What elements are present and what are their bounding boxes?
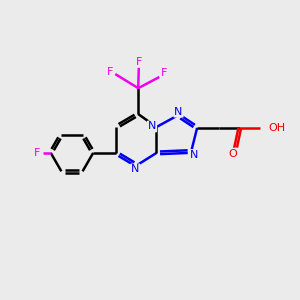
Text: N: N <box>131 164 140 174</box>
Text: OH: OH <box>269 123 286 133</box>
Text: F: F <box>107 67 113 77</box>
Text: O: O <box>229 148 237 158</box>
Text: F: F <box>161 68 167 78</box>
Text: F: F <box>136 57 142 67</box>
Text: N: N <box>174 107 183 117</box>
Text: F: F <box>34 148 40 158</box>
Text: N: N <box>148 122 156 131</box>
Text: N: N <box>189 150 198 160</box>
